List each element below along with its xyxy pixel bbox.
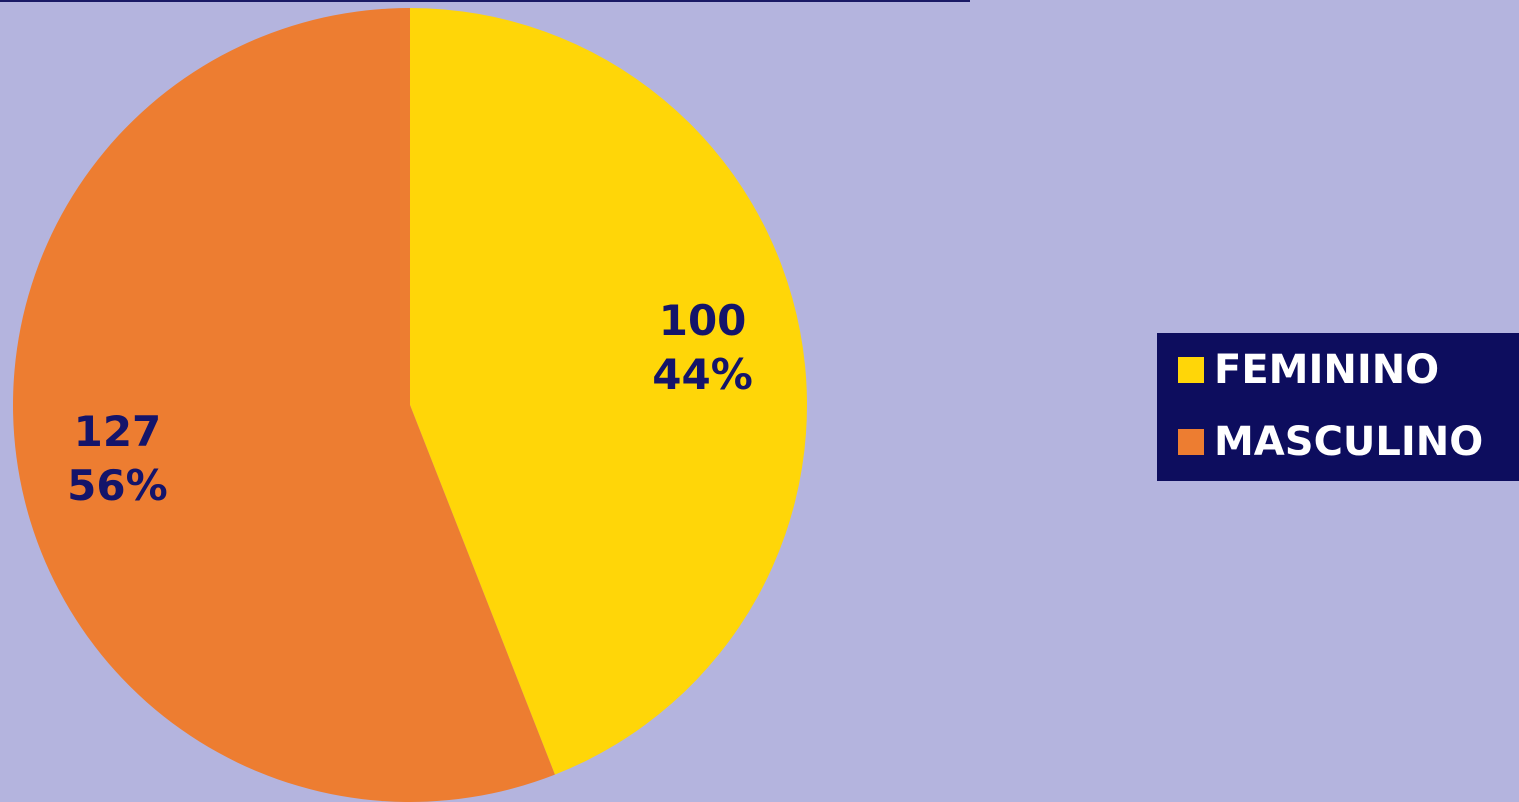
legend-box [1157,333,1519,481]
pie-slice [410,8,808,775]
value-label: 127 [74,407,162,456]
legend-swatch [1178,357,1204,383]
legend-swatch [1178,429,1204,455]
percent-label: 56% [67,461,168,510]
pie [12,8,808,802]
data-labels: 100 44% 127 56% [67,296,753,510]
percent-label: 44% [652,350,753,399]
legend: FEMININO MASCULINO [1178,347,1483,465]
legend-label: MASCULINO [1214,419,1483,465]
value-label: 100 [659,296,747,345]
top-rule [0,0,970,2]
pie-slice [12,8,555,802]
legend-label: FEMININO [1214,347,1439,393]
